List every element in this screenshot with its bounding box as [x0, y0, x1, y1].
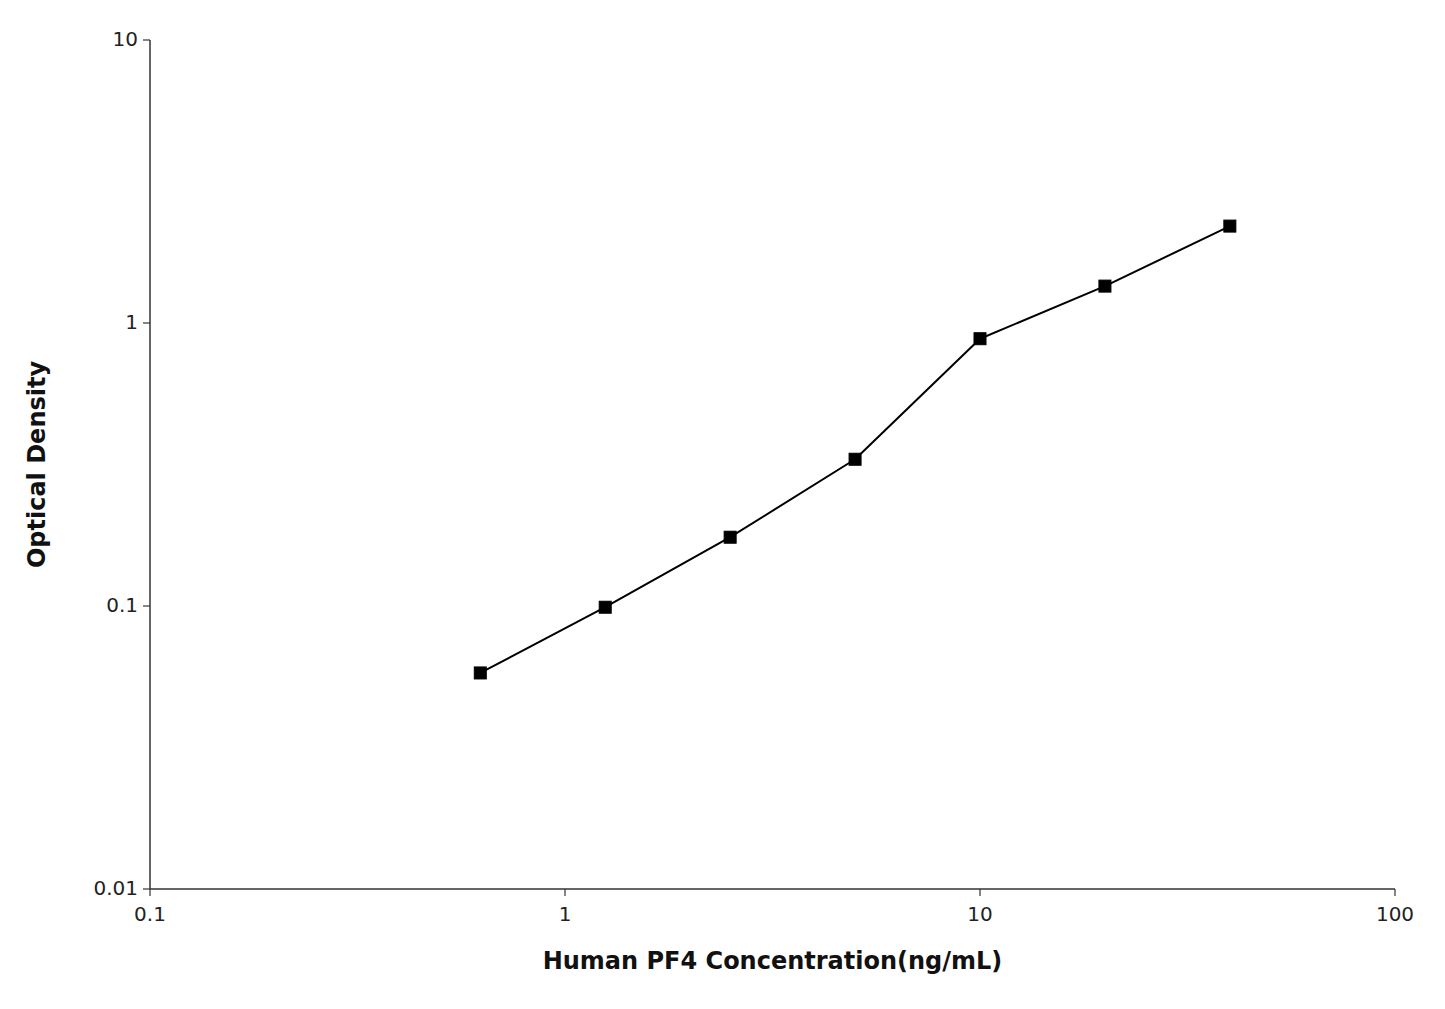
y-tick-label: 0.01 [93, 876, 138, 900]
data-point [1224, 220, 1236, 232]
x-axis-label: Human PF4 Concentration(ng/mL) [543, 947, 1003, 975]
x-tick [564, 889, 565, 896]
data-point [849, 453, 861, 465]
y-tick [143, 322, 150, 323]
x-tick-label: 10 [967, 902, 992, 926]
data-point [599, 601, 611, 613]
y-tick-label: 0.1 [106, 593, 138, 617]
y-axis-line [149, 40, 151, 889]
data-point [1099, 280, 1111, 292]
axes: 0.11101000.010.1110 [93, 27, 1414, 927]
chart-svg: 0.11101000.010.1110Human PF4 Concentrati… [0, 0, 1445, 1009]
x-tick [1394, 889, 1395, 896]
y-tick [143, 888, 150, 889]
y-axis-label: Optical Density [23, 361, 51, 569]
x-tick [149, 889, 150, 896]
plot-area [474, 220, 1236, 679]
x-axis-line [150, 888, 1395, 890]
x-tick [979, 889, 980, 896]
chart-container: 0.11101000.010.1110Human PF4 Concentrati… [0, 0, 1445, 1009]
x-tick-label: 100 [1376, 902, 1414, 926]
y-tick [143, 39, 150, 40]
x-tick-label: 0.1 [134, 902, 166, 926]
data-line [480, 226, 1230, 673]
y-tick [143, 605, 150, 606]
x-tick-label: 1 [559, 902, 572, 926]
y-tick-label: 1 [125, 310, 138, 334]
data-point [724, 531, 736, 543]
y-tick-label: 10 [113, 27, 138, 51]
data-point [474, 667, 486, 679]
data-point [974, 333, 986, 345]
